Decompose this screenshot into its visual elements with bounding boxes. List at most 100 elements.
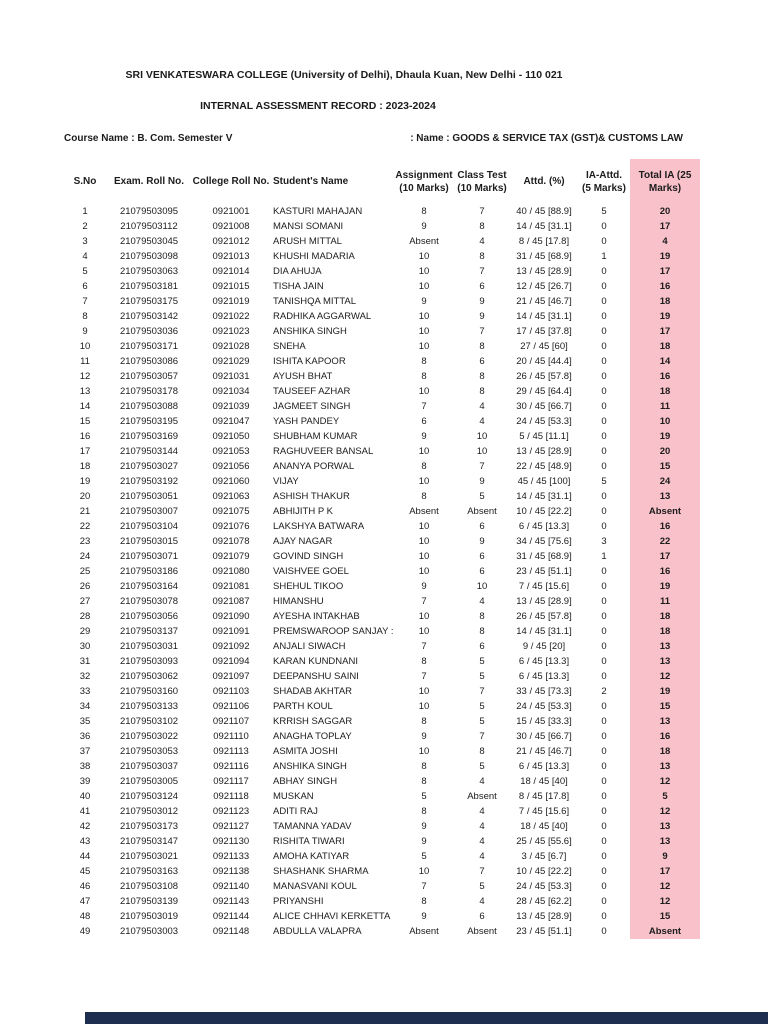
table-cell: 0: [601, 911, 607, 922]
table-cell: 10: [418, 686, 430, 697]
table-cell: 10: [418, 746, 430, 757]
table-cell: 8: [421, 371, 427, 382]
table-cell: RAGHUVEER BANSAL: [273, 446, 374, 457]
table-row: 8 21079503142 0921022 RADHIKA AGGARWAL 10 9 14…: [64, 309, 700, 324]
table-cell: 13 / 45 [28.9]: [516, 446, 572, 457]
table-cell: 21079503178: [119, 386, 179, 397]
table-cell: 15: [630, 699, 700, 714]
table-cell: 0921022: [212, 311, 250, 322]
table-cell: 0921047: [212, 416, 250, 427]
table-cell: 9: [421, 911, 427, 922]
table-cell: 0921080: [212, 566, 250, 577]
table-row: 1 21079503095 0921001 KASTURI MAHAJAN 8 7 40 /…: [64, 204, 700, 219]
table-cell: 10: [418, 251, 430, 262]
table-cell: AJAY NAGAR: [273, 536, 333, 547]
table-cell: 0921103: [212, 686, 250, 697]
table-cell: 21079503036: [119, 326, 179, 337]
column-header: IA-Attd. (5 Marks): [582, 169, 626, 194]
table-cell: 9: [479, 311, 485, 322]
table-cell: 45 / 45 [100]: [517, 476, 571, 487]
table-cell: 7: [479, 686, 485, 697]
table-cell: 0921001: [212, 206, 250, 217]
table-cell: 7: [479, 866, 485, 877]
table-cell: 31 / 45 [68.9]: [516, 551, 572, 562]
table-cell: 29 / 45 [64.4]: [516, 386, 572, 397]
table-cell: 10: [418, 386, 430, 397]
table-cell: 22: [630, 534, 700, 549]
table-cell: 9 / 45 [20]: [522, 641, 566, 652]
table-cell: 23 / 45 [51.1]: [516, 566, 572, 577]
table-cell: 0: [601, 641, 607, 652]
table-cell: 4: [479, 416, 485, 427]
table-cell: 10: [418, 626, 430, 637]
table-row: 17 21079503144 0921053 RAGHUVEER BANSAL 10 10…: [64, 444, 700, 459]
table-cell: 16: [79, 431, 91, 442]
table-cell: 18: [630, 609, 700, 624]
table-cell: KASTURI MAHAJAN: [273, 206, 363, 217]
table-row: 35 21079503102 0921107 KRRISH SAGGAR 8 5 15 / …: [64, 714, 700, 729]
table-cell: Absent: [467, 506, 497, 517]
table-cell: 20 / 45 [44.4]: [516, 356, 572, 367]
table-cell: 13: [79, 386, 91, 397]
table-cell: 16: [630, 369, 700, 384]
table-cell: 24: [79, 551, 91, 562]
table-cell: 26: [79, 581, 91, 592]
table-cell: 0: [601, 821, 607, 832]
table-cell: 11: [630, 399, 700, 414]
table-row: 20 21079503051 0921063 ASHISH THAKUR 8 5 14 / …: [64, 489, 700, 504]
table-cell: 13: [630, 819, 700, 834]
table-cell: 27 / 45 [60]: [520, 341, 568, 352]
table-cell: 21079503144: [119, 446, 179, 457]
table-cell: 7: [421, 401, 427, 412]
table-cell: 12: [79, 371, 91, 382]
table-cell: 0921113: [213, 746, 249, 757]
table-cell: 0: [601, 341, 607, 352]
table-cell: 5: [421, 791, 427, 802]
table-cell: 14 / 45 [31.1]: [516, 491, 572, 502]
table-cell: Absent: [409, 926, 439, 937]
table-cell: 10: [476, 446, 488, 457]
table-row: 10 21079503171 0921028 SNEHA 10 8 27 / 45 [60]…: [64, 339, 700, 354]
table-cell: 21079503163: [119, 866, 179, 877]
table-cell: 0921116: [213, 761, 249, 772]
table-row: 44 21079503021 0921133 AMOHA KATIYAR 5 4 3 / 4…: [64, 849, 700, 864]
table-cell: 14 / 45 [31.1]: [516, 626, 572, 637]
table-cell: 6 / 45 [13.3]: [518, 671, 570, 682]
table-cell: ANJALI SIWACH: [273, 641, 346, 652]
table-cell: 0: [601, 896, 607, 907]
table-cell: 17: [79, 446, 91, 457]
column-header: Student's Name: [273, 176, 349, 187]
table-cell: 21079503019: [119, 911, 179, 922]
table-cell: 0: [601, 806, 607, 817]
table-cell: 0: [601, 791, 607, 802]
table-cell: 0: [601, 611, 607, 622]
table-cell: 21079503173: [119, 821, 179, 832]
table-cell: 0921092: [212, 641, 250, 652]
table-cell: 21079503169: [119, 431, 179, 442]
table-cell: 0921090: [212, 611, 250, 622]
table-cell: 18: [630, 624, 700, 639]
table-cell: 0: [601, 656, 607, 667]
table-cell: JAGMEET SINGH: [273, 401, 351, 412]
table-cell: 0: [601, 626, 607, 637]
table-cell: 28 / 45 [62.2]: [516, 896, 572, 907]
table-cell: KRRISH SAGGAR: [273, 716, 353, 727]
table-cell: 19: [79, 476, 91, 487]
table-cell: 0: [601, 836, 607, 847]
table-row: 48 21079503019 0921144 ALICE CHHAVI KERKETT…: [64, 909, 700, 924]
table-cell: 0921118: [213, 791, 249, 802]
table-cell: 0: [601, 491, 607, 502]
table-row: 29 21079503137 0921091 PREMSWAROOP SANJAY :…: [64, 624, 700, 639]
table-cell: 0921133: [212, 851, 250, 862]
table-cell: 0921144: [212, 911, 250, 922]
table-cell: AYESHA INTAKHAB: [273, 611, 360, 622]
table-cell: 8: [479, 371, 485, 382]
table-cell: 18 / 45 [40]: [520, 821, 568, 832]
table-cell: ANANYA PORWAL: [273, 461, 355, 472]
table-cell: 49: [79, 926, 91, 937]
table-row: 36 21079503022 0921110 ANAGHA TOPLAY 9 7 30 / …: [64, 729, 700, 744]
table-cell: 1: [601, 251, 607, 262]
table-cell: 30: [79, 641, 91, 652]
table-cell: 0: [601, 926, 607, 937]
table-row: 6 21079503181 0921015 TISHA JAIN 10 6 12 / 45 …: [64, 279, 700, 294]
